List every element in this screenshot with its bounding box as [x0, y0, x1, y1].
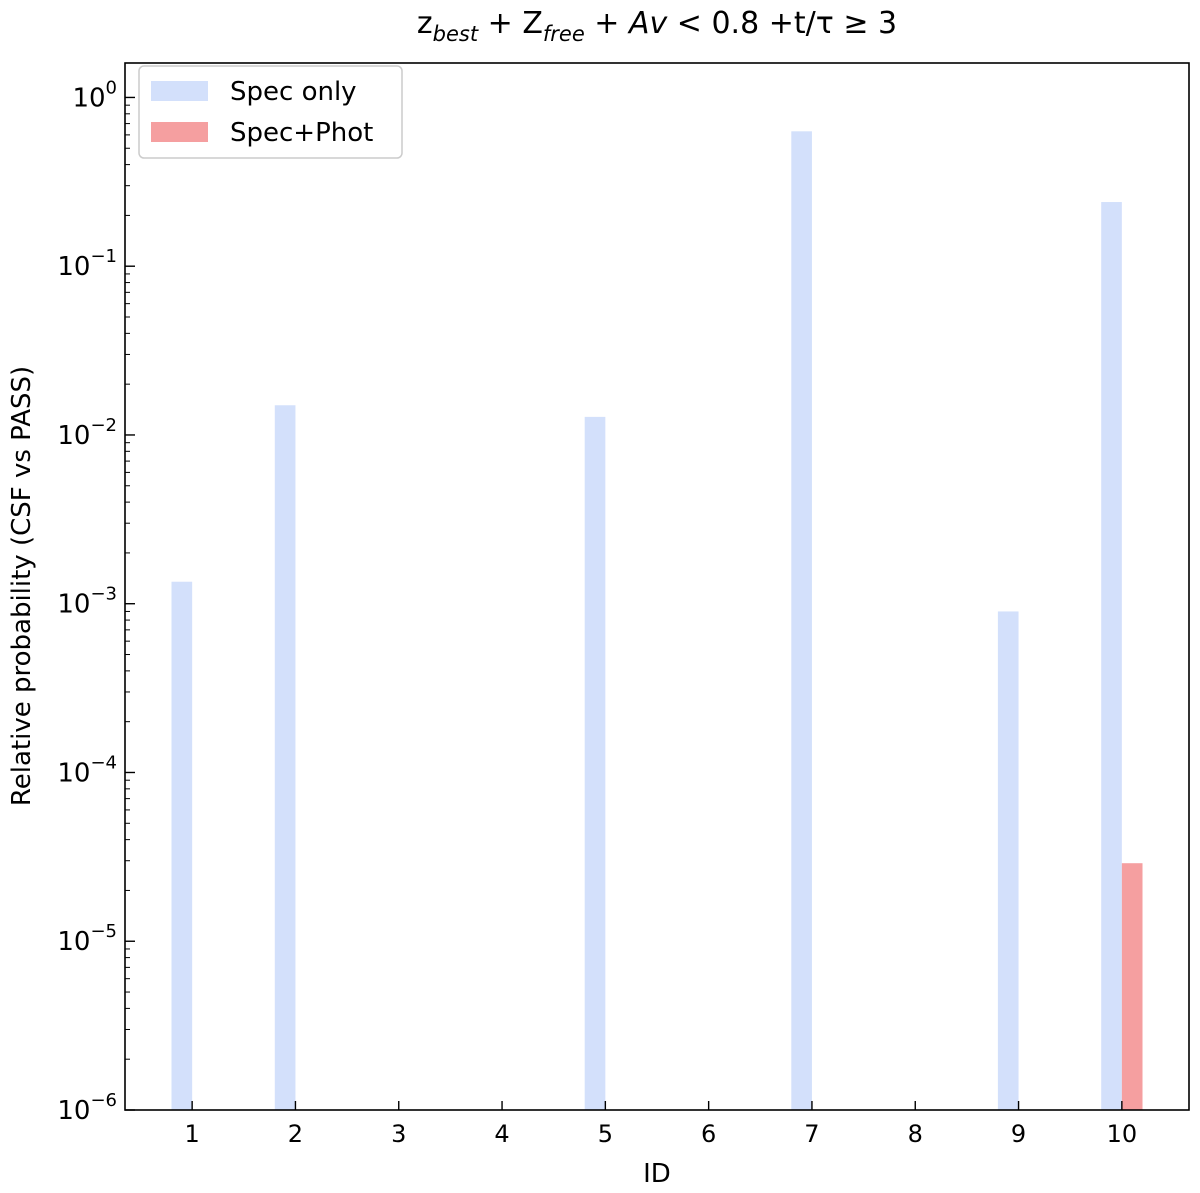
title-plus2: +	[585, 6, 629, 41]
title-plus1: +	[478, 6, 522, 41]
y-tick-label: 10−1	[57, 246, 117, 282]
bar-spec-only-7	[791, 131, 812, 1110]
legend-swatch-spec-only	[151, 81, 208, 101]
x-tick-label: 8	[908, 1120, 923, 1148]
x-axis-label: ID	[643, 1159, 671, 1189]
title-z-sub: best	[433, 22, 479, 46]
legend-label-spec-phot: Spec+Phot	[230, 118, 373, 148]
y-axis-label: Relative probability (CSF vs PASS)	[7, 366, 37, 806]
y-tick-label: 10−5	[57, 921, 117, 957]
axes-layer: 1 2 3 4 5 6 7 8 9 10 10−6 10−5 10−4 10−3 10−2 10−1 100	[57, 77, 1137, 1148]
title-val: 0.8	[711, 6, 759, 41]
x-tick-label: 9	[1011, 1120, 1026, 1148]
bars-layer	[171, 131, 1143, 1110]
y-tick-label: 100	[72, 77, 117, 113]
x-tick-label: 5	[598, 1120, 613, 1148]
y-tick-label: 10−3	[57, 584, 117, 620]
y-tick-label: 10−6	[57, 1090, 117, 1126]
x-tick-label: 1	[185, 1120, 200, 1148]
title-lt: <	[667, 6, 711, 41]
x-tick-label: 3	[391, 1120, 406, 1148]
y-tick-label: 10−4	[57, 752, 117, 788]
title-Z: Z	[522, 6, 543, 41]
title-Z-sub: free	[543, 22, 585, 46]
bar-spec-only-1	[171, 581, 193, 1110]
legend-swatch-spec-phot	[151, 122, 208, 142]
x-tick-label: 2	[288, 1120, 303, 1148]
title-av: Av	[627, 6, 669, 41]
bar-spec-only-10	[1101, 202, 1122, 1110]
y-tick-label: 10−2	[57, 415, 117, 451]
x-tick-label: 6	[701, 1120, 716, 1148]
legend: Spec only Spec+Phot	[138, 65, 403, 159]
legend-label-spec-only: Spec only	[230, 77, 357, 107]
bar-spec-only-9	[997, 611, 1019, 1110]
bar-spec-phot-10	[1121, 863, 1143, 1110]
plot-frame	[124, 62, 1190, 1111]
bar-spec-only-5	[584, 416, 606, 1110]
title-z: z	[417, 6, 433, 41]
x-tick-label: 4	[494, 1120, 509, 1148]
x-tick-label: 7	[804, 1120, 819, 1148]
x-tick-label: 10	[1107, 1120, 1138, 1148]
title-tail: +t/τ ≥ 3	[759, 6, 897, 41]
bar-spec-only-2	[274, 405, 296, 1110]
chart-title: zbest + Zfree + Av < 0.8 +t/τ ≥ 3	[417, 6, 897, 46]
